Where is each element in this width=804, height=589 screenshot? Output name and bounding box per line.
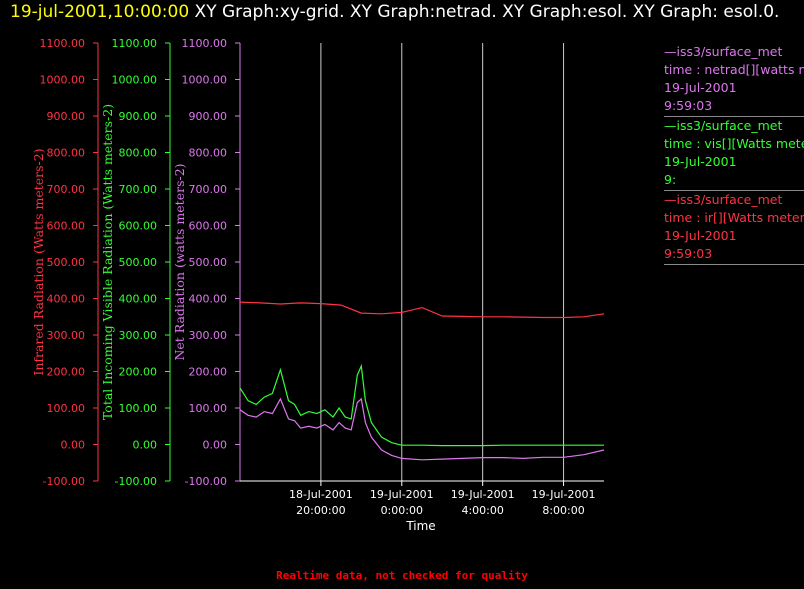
- x-tick-label-time: 4:00:00: [461, 504, 503, 517]
- y-tick-label-netrad: 800.00: [189, 147, 228, 160]
- y-tick-label-netrad: 500.00: [189, 256, 228, 269]
- y-tick-label-ir: 800.00: [47, 147, 86, 160]
- y-tick-label-ir: 900.00: [47, 110, 86, 123]
- y-tick-label-ir: 300.00: [47, 329, 86, 342]
- legend-text: 9:59:03: [664, 98, 713, 113]
- legend-text: time : vis[][Watts meter: [664, 136, 804, 151]
- y-tick-label-netrad: 1100.00: [182, 37, 228, 50]
- timestamp: 19-jul-2001,10:00:00: [10, 2, 190, 22]
- legend-text: 19-Jul-2001: [664, 80, 737, 95]
- y-tick-label-vis: 700.00: [119, 183, 158, 196]
- x-tick-label-date: 19-Jul-2001: [370, 488, 434, 501]
- y-tick-label-ir: 200.00: [47, 366, 86, 379]
- y-tick-label-netrad: 300.00: [189, 329, 228, 342]
- y-tick-label-vis: 500.00: [119, 256, 158, 269]
- y-axis-label-ir: Infrared Radiation (Watts meters-2): [31, 148, 46, 375]
- page-title: 19-jul-2001,10:00:00 XY Graph:xy-grid. X…: [10, 1, 790, 24]
- y-tick-label-netrad: 200.00: [189, 366, 228, 379]
- y-tick-label-ir: 100.00: [47, 402, 86, 415]
- legend-text: time : netrad[][watts me: [664, 62, 804, 77]
- y-tick-label-netrad: 100.00: [189, 402, 228, 415]
- legend-text: —iss3/surface_met: [664, 118, 783, 133]
- graph-title: XY Graph:xy-grid. XY Graph:netrad. XY Gr…: [189, 2, 780, 22]
- y-tick-label-vis: 1000.00: [112, 74, 158, 87]
- y-axis-label-vis: Total Incoming Visible Radiation (Watts …: [100, 104, 115, 420]
- y-tick-label-vis: -100.00: [115, 475, 157, 488]
- series-line-1: [239, 363, 604, 447]
- y-tick-label-vis: 1100.00: [112, 37, 158, 50]
- y-tick-label-netrad: -100.00: [185, 475, 227, 488]
- y-tick-label-vis: 200.00: [119, 366, 158, 379]
- y-tick-label-ir: -100.00: [43, 475, 85, 488]
- y-tick-label-vis: 900.00: [119, 110, 158, 123]
- y-tick-label-vis: 600.00: [119, 220, 158, 233]
- y-tick-label-ir: 400.00: [47, 293, 86, 306]
- legend-text: time : ir[][Watts meters: [664, 210, 804, 225]
- y-tick-label-netrad: 1000.00: [182, 74, 228, 87]
- y-tick-label-netrad: 700.00: [189, 183, 228, 196]
- series-line-0: [239, 301, 605, 319]
- y-tick-label-ir: 1100.00: [40, 37, 86, 50]
- y-tick-label-ir: 0.00: [61, 439, 86, 452]
- legend-text: 19-Jul-2001: [664, 228, 737, 243]
- x-tick-label-date: 19-Jul-2001: [532, 488, 596, 501]
- y-tick-label-netrad: 400.00: [189, 293, 228, 306]
- y-tick-label-ir: 600.00: [47, 220, 86, 233]
- legend-text: —iss3/surface_met: [664, 44, 783, 59]
- legend-text: 9:59:03: [664, 246, 713, 261]
- y-tick-label-netrad: 900.00: [189, 110, 228, 123]
- y-tick-label-vis: 100.00: [119, 402, 158, 415]
- quality-disclaimer: Realtime data, not checked for quality: [276, 569, 528, 582]
- y-axis-label-netrad: Net Radiation (watts meters-2): [172, 163, 187, 360]
- legend-text: 9:: [664, 172, 677, 187]
- y-tick-label-vis: 300.00: [119, 329, 158, 342]
- y-tick-label-vis: 800.00: [119, 147, 158, 160]
- x-tick-label-date: 19-Jul-2001: [451, 488, 515, 501]
- y-tick-label-vis: 0.00: [133, 439, 158, 452]
- y-tick-label-ir: 700.00: [47, 183, 86, 196]
- y-tick-label-netrad: 600.00: [189, 220, 228, 233]
- x-tick-label-time: 8:00:00: [542, 504, 584, 517]
- legend-text: —iss3/surface_met: [664, 192, 783, 207]
- y-tick-label-ir: 500.00: [47, 256, 86, 269]
- x-tick-label-time: 20:00:00: [296, 504, 345, 517]
- x-tick-label-date: 18-Jul-2001: [289, 488, 353, 501]
- series-line-2: [239, 397, 605, 461]
- y-tick-label-ir: 1000.00: [40, 74, 86, 87]
- y-tick-label-netrad: 0.00: [203, 439, 228, 452]
- x-axis-label: Time: [405, 519, 435, 533]
- y-tick-label-vis: 400.00: [119, 293, 158, 306]
- x-tick-label-time: 0:00:00: [381, 504, 423, 517]
- legend-text: 19-Jul-2001: [664, 154, 737, 169]
